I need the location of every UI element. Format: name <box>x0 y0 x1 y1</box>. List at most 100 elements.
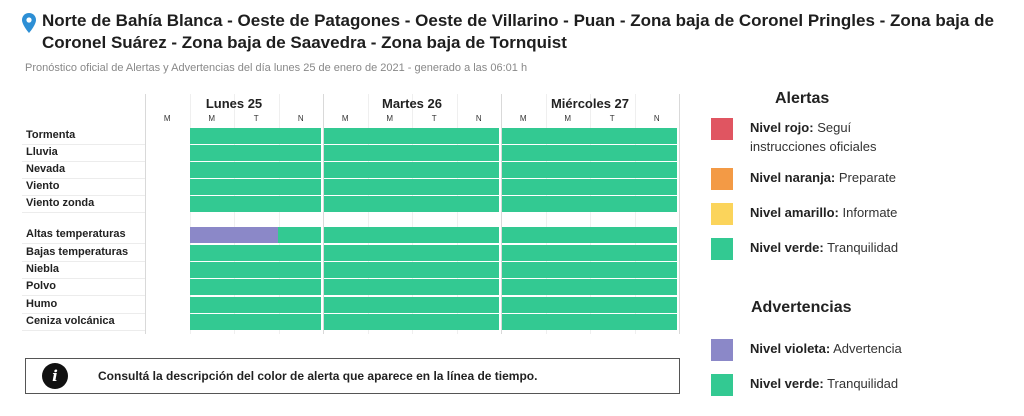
status-block <box>324 162 499 178</box>
legend-alertas-title: Alertas <box>775 90 830 107</box>
status-block <box>502 128 677 144</box>
status-block <box>324 314 499 330</box>
grid-vline <box>278 94 280 334</box>
status-block <box>324 279 499 295</box>
grid-hline <box>22 313 145 314</box>
grid-hline <box>22 212 145 213</box>
legend-item-rojo: Nivel rojo: Seguí instrucciones oficiale… <box>711 118 920 156</box>
period-label: M <box>208 114 216 123</box>
legend-label: Nivel rojo: Seguí instrucciones oficiale… <box>750 118 920 156</box>
period-label: M <box>163 114 171 123</box>
status-block <box>324 128 499 144</box>
status-block <box>502 297 677 313</box>
grid-hline <box>22 195 145 196</box>
legend-level-description: Tranquilidad <box>823 376 899 391</box>
legend-level-name: Nivel violeta: <box>750 341 831 356</box>
status-block <box>324 179 499 195</box>
legend-label: Nivel naranja: Preparate <box>750 168 920 187</box>
row-label: Nevada <box>26 163 66 175</box>
status-block <box>502 196 677 212</box>
legend-item-violeta: Nivel violeta: Advertencia <box>711 339 920 361</box>
status-block <box>190 262 321 278</box>
status-block <box>324 262 499 278</box>
legend-item-amarillo: Nivel amarillo: Informate <box>711 203 920 225</box>
legend-swatch-amarillo <box>711 203 733 225</box>
grid-vline <box>501 94 502 334</box>
status-block <box>502 227 677 243</box>
legend-level-description: Advertencia <box>830 341 902 356</box>
period-label: M <box>564 114 572 123</box>
status-block <box>324 196 499 212</box>
legend-level-name: Nivel verde: <box>750 376 824 391</box>
period-label: M <box>519 114 527 123</box>
day-header: Miércoles 27 <box>550 96 630 111</box>
period-label: T <box>431 114 437 123</box>
row-label: Ceniza volcánica <box>26 315 115 327</box>
grid-vline <box>367 94 369 334</box>
status-block <box>190 196 321 212</box>
legend-level-name: Nivel rojo: <box>750 120 814 135</box>
status-block <box>190 314 321 330</box>
status-block <box>502 245 677 261</box>
grid-vline <box>412 94 413 334</box>
grid-hline <box>22 178 145 179</box>
row-label: Humo <box>26 298 58 310</box>
status-block <box>190 128 321 144</box>
info-icon: i <box>42 363 68 389</box>
status-block <box>324 297 499 313</box>
legend-label: Nivel amarillo: Informate <box>750 203 920 222</box>
status-block-advertencia <box>190 227 278 243</box>
row-label: Altas temperaturas <box>26 228 126 240</box>
status-block <box>502 314 677 330</box>
info-box: i Consultá la descripción del color de a… <box>25 358 680 394</box>
grid-vline <box>545 94 547 334</box>
header: Norte de Bahía Blanca - Oeste de Patagon… <box>22 10 1012 54</box>
legend-swatch-verde <box>711 374 733 396</box>
legend-swatch-naranja <box>711 168 733 190</box>
legend-label: Nivel violeta: Advertencia <box>750 339 920 358</box>
status-block <box>190 145 321 161</box>
row-label: Polvo <box>26 280 56 292</box>
grid-hline <box>22 295 145 296</box>
status-block <box>190 162 321 178</box>
status-block <box>190 245 321 261</box>
legend-item-naranja: Nivel naranja: Preparate <box>711 168 920 190</box>
period-label: N <box>475 114 482 123</box>
legend-item-verde: Nivel verde: Tranquilidad <box>711 238 920 260</box>
grid-vline <box>590 94 591 334</box>
legend-level-description: Preparate <box>835 170 896 185</box>
legend-level-description: Informate <box>838 205 898 220</box>
period-label: T <box>253 114 259 123</box>
row-label: Tormenta <box>26 129 76 141</box>
legend-label: Nivel verde: Tranquilidad <box>750 238 920 257</box>
page-title: Norte de Bahía Blanca - Oeste de Patagon… <box>42 11 994 52</box>
day-header: Lunes 25 <box>205 96 263 111</box>
period-label: N <box>297 114 304 123</box>
legend-advertencias-title: Advertencias <box>751 299 852 316</box>
grid-hline <box>22 144 145 145</box>
row-label: Viento <box>26 180 60 192</box>
grid-vline <box>234 94 235 334</box>
legend-label: Nivel verde: Tranquilidad <box>750 374 920 393</box>
grid-vline <box>634 94 636 334</box>
alert-timeline-grid: Lunes 25 M M T N Martes 26 M M T N Miércoles 27 M M T… <box>22 92 684 336</box>
info-text: Consultá la descripción del color de ale… <box>98 369 538 383</box>
period-label: M <box>341 114 349 123</box>
grid-vline <box>679 94 680 334</box>
legend-item-verde: Nivel verde: Tranquilidad <box>711 374 920 396</box>
legend-level-name: Nivel naranja: <box>750 170 836 185</box>
grid-vline <box>456 94 458 334</box>
period-label: N <box>653 114 660 123</box>
status-block <box>190 279 321 295</box>
period-label: M <box>386 114 394 123</box>
status-block <box>502 262 677 278</box>
grid-hline <box>22 161 145 162</box>
status-block <box>502 145 677 161</box>
row-label: Niebla <box>26 263 60 275</box>
status-block <box>190 297 321 313</box>
row-label: Bajas temperaturas <box>26 246 129 258</box>
status-block <box>502 162 677 178</box>
grid-hline <box>22 330 145 331</box>
status-block <box>324 145 499 161</box>
status-block <box>190 179 321 195</box>
